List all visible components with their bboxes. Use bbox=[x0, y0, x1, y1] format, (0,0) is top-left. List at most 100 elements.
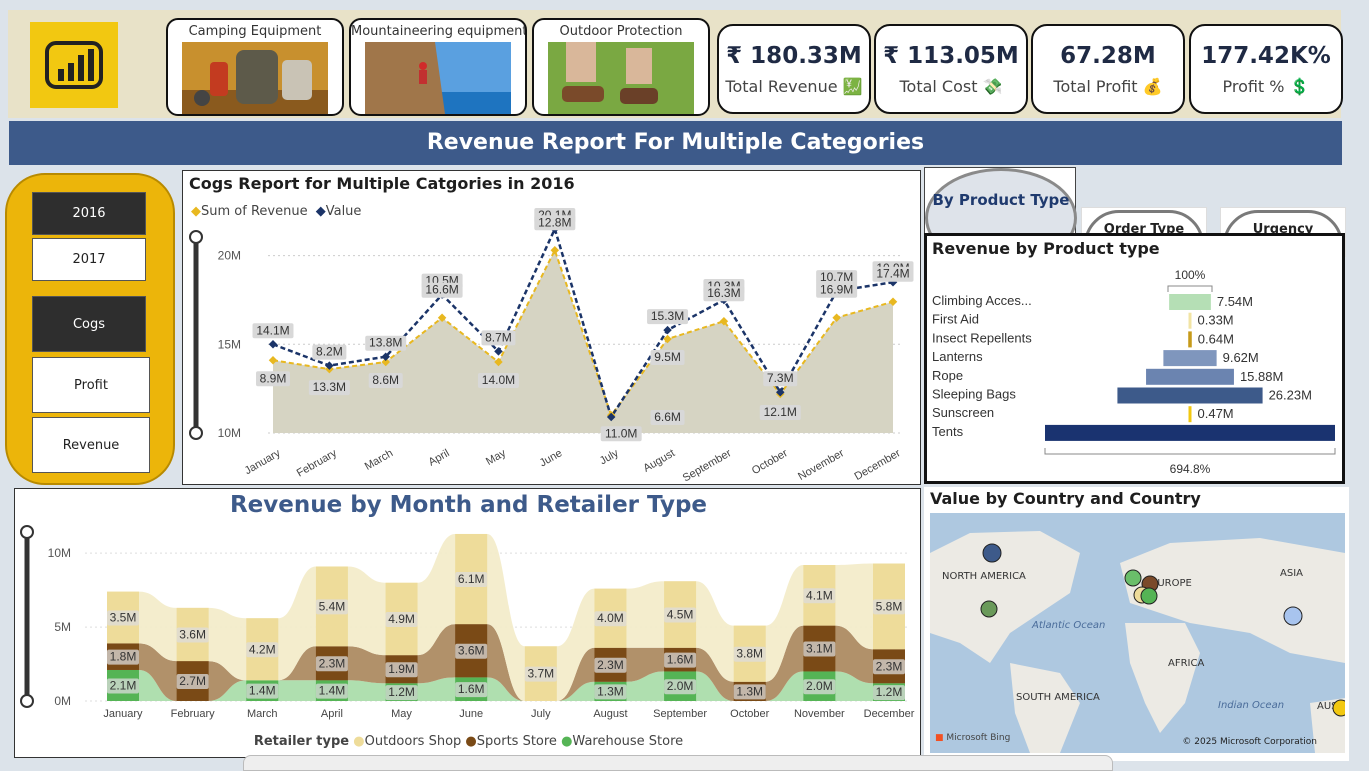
slicer-measure-cogs[interactable]: Cogs bbox=[32, 296, 146, 352]
funnel-bracket bbox=[1167, 285, 1213, 292]
category-label: Mountaineering equipment bbox=[351, 24, 525, 39]
world-map[interactable]: NORTH AMERICA EUROPE ASIA Atlantic Ocean… bbox=[930, 513, 1345, 753]
data-label-bg bbox=[315, 683, 348, 699]
cogs-chart-legend: ◆Sum of Revenue ◆Value bbox=[191, 204, 361, 219]
product-type-label: Climbing Acces... bbox=[932, 293, 1032, 308]
data-label: 5.8M bbox=[876, 599, 903, 613]
x-tick-label: June bbox=[538, 447, 565, 469]
data-label-bg bbox=[455, 643, 488, 659]
data-label-bg bbox=[368, 373, 403, 389]
revenue-point bbox=[663, 334, 672, 344]
x-tick-label: May bbox=[484, 447, 508, 468]
data-label: 13.8M bbox=[369, 336, 402, 350]
funnel-value-label: 26.23M bbox=[1269, 388, 1312, 403]
data-label-bg bbox=[873, 599, 905, 615]
data-label: 5.4M bbox=[319, 599, 346, 613]
data-label-bg bbox=[872, 266, 914, 282]
slicer-measure-revenue[interactable]: Revenue bbox=[32, 417, 150, 473]
map-bubble[interactable] bbox=[1332, 699, 1345, 717]
data-label: 4.5M bbox=[667, 608, 694, 622]
slicer-year-2017[interactable]: 2017 bbox=[32, 238, 146, 281]
data-label: 2.3M bbox=[319, 656, 346, 670]
slider-handle bbox=[20, 694, 34, 708]
data-label: 12.8M bbox=[538, 215, 571, 229]
data-label-bg bbox=[107, 610, 139, 626]
data-label-bg bbox=[176, 627, 209, 643]
value-point bbox=[606, 412, 616, 422]
button-label: By Product Type bbox=[932, 191, 1070, 209]
cogs-chart-panel: Cogs Report for Multiple Catgories in 20… bbox=[182, 170, 921, 485]
data-label: 3.6M bbox=[179, 627, 206, 641]
x-tick-label: June bbox=[459, 708, 483, 720]
data-label: 8.2M bbox=[316, 345, 343, 359]
map-bubble[interactable] bbox=[1124, 569, 1142, 587]
product-type-label: Tents bbox=[932, 424, 964, 439]
slicer-panel: 2016 2017 Cogs Profit Revenue bbox=[5, 173, 175, 485]
revenue-point bbox=[550, 246, 560, 255]
ribbon-warehouse-store bbox=[107, 669, 905, 701]
x-tick-label: July bbox=[531, 708, 551, 720]
product-type-label: Sunscreen bbox=[932, 405, 994, 420]
kpi-value: 177.42K% bbox=[1201, 43, 1331, 69]
x-tick-label: November bbox=[796, 447, 846, 483]
category-card-mountaineering[interactable]: Mountaineering equipment bbox=[349, 18, 527, 116]
data-label-bg bbox=[107, 649, 139, 665]
y-tick-label: 10M bbox=[48, 546, 71, 560]
funnel-value-label: 9.62M bbox=[1223, 350, 1259, 365]
data-label: 17.4M bbox=[876, 267, 909, 281]
data-label: 4.9M bbox=[388, 612, 415, 626]
kpi-total-profit: 67.28M Total Profit 💰 bbox=[1031, 24, 1185, 114]
slicer-year-2016[interactable]: 2016 bbox=[32, 192, 146, 235]
map-bubble[interactable] bbox=[1283, 606, 1303, 626]
data-label-bg bbox=[534, 215, 576, 231]
x-tick-label: January bbox=[243, 447, 283, 477]
cogs-line-chart: 10M15M20M14.1M8.2M13.8M10.5M8.7M20.1M15.… bbox=[189, 208, 914, 485]
data-label-bg bbox=[650, 410, 685, 426]
value-point bbox=[494, 347, 503, 356]
funnel-bar bbox=[1163, 350, 1217, 367]
data-label: 2.0M bbox=[806, 679, 833, 693]
data-label-bg bbox=[246, 642, 279, 658]
map-bubble[interactable] bbox=[1140, 587, 1158, 605]
value-point bbox=[268, 340, 278, 349]
data-label: 13.3M bbox=[313, 380, 346, 394]
map-bubbles bbox=[980, 543, 1345, 717]
x-tick-label: April bbox=[427, 447, 452, 468]
dollar-sign-icon: 💲 bbox=[1289, 77, 1310, 96]
revenue-point bbox=[888, 297, 898, 306]
money-bag-icon: 💰 bbox=[1142, 77, 1163, 96]
x-tick-label: September bbox=[681, 447, 734, 484]
microsoft-logo-icon: ■ bbox=[935, 733, 944, 743]
category-card-outdoor-protection[interactable]: Outdoor Protection bbox=[532, 18, 710, 116]
revenue-point bbox=[832, 313, 841, 322]
x-tick-label: May bbox=[391, 708, 412, 720]
map-bubble[interactable] bbox=[980, 600, 998, 618]
legend-revenue: Sum of Revenue bbox=[201, 204, 308, 219]
x-tick-label: October bbox=[730, 708, 769, 720]
funnel-bracket bbox=[1044, 448, 1336, 455]
data-label-bg bbox=[246, 683, 279, 699]
funnel-bar bbox=[1188, 331, 1192, 348]
funnel-bar bbox=[1146, 368, 1234, 385]
funnel-bar bbox=[1045, 424, 1335, 441]
data-label: 9.5M bbox=[654, 350, 681, 364]
powerbi-icon bbox=[45, 41, 103, 89]
funnel-value-label: 0.47M bbox=[1198, 406, 1234, 421]
kpi-total-revenue: ₹ 180.33M Total Revenue 💹 bbox=[717, 24, 871, 114]
page-tray bbox=[243, 755, 1113, 771]
data-label: 2.3M bbox=[597, 658, 624, 672]
powerbi-logo bbox=[30, 22, 118, 108]
x-tick-label: January bbox=[103, 708, 143, 720]
map-bubble[interactable] bbox=[982, 543, 1002, 563]
map-label: ASIA bbox=[1280, 568, 1303, 579]
data-label: 1.2M bbox=[876, 685, 903, 699]
data-label-bg bbox=[647, 309, 689, 325]
data-label-bg bbox=[524, 666, 557, 682]
x-tick-label: December bbox=[864, 708, 915, 720]
data-label-bg bbox=[803, 679, 836, 695]
data-label-bg bbox=[803, 588, 836, 604]
category-card-camping[interactable]: Camping Equipment bbox=[166, 18, 344, 116]
kpi-label: Total Profit bbox=[1053, 77, 1138, 96]
slicer-measure-profit[interactable]: Profit bbox=[32, 357, 150, 413]
y-tick-label: 20M bbox=[218, 249, 241, 263]
